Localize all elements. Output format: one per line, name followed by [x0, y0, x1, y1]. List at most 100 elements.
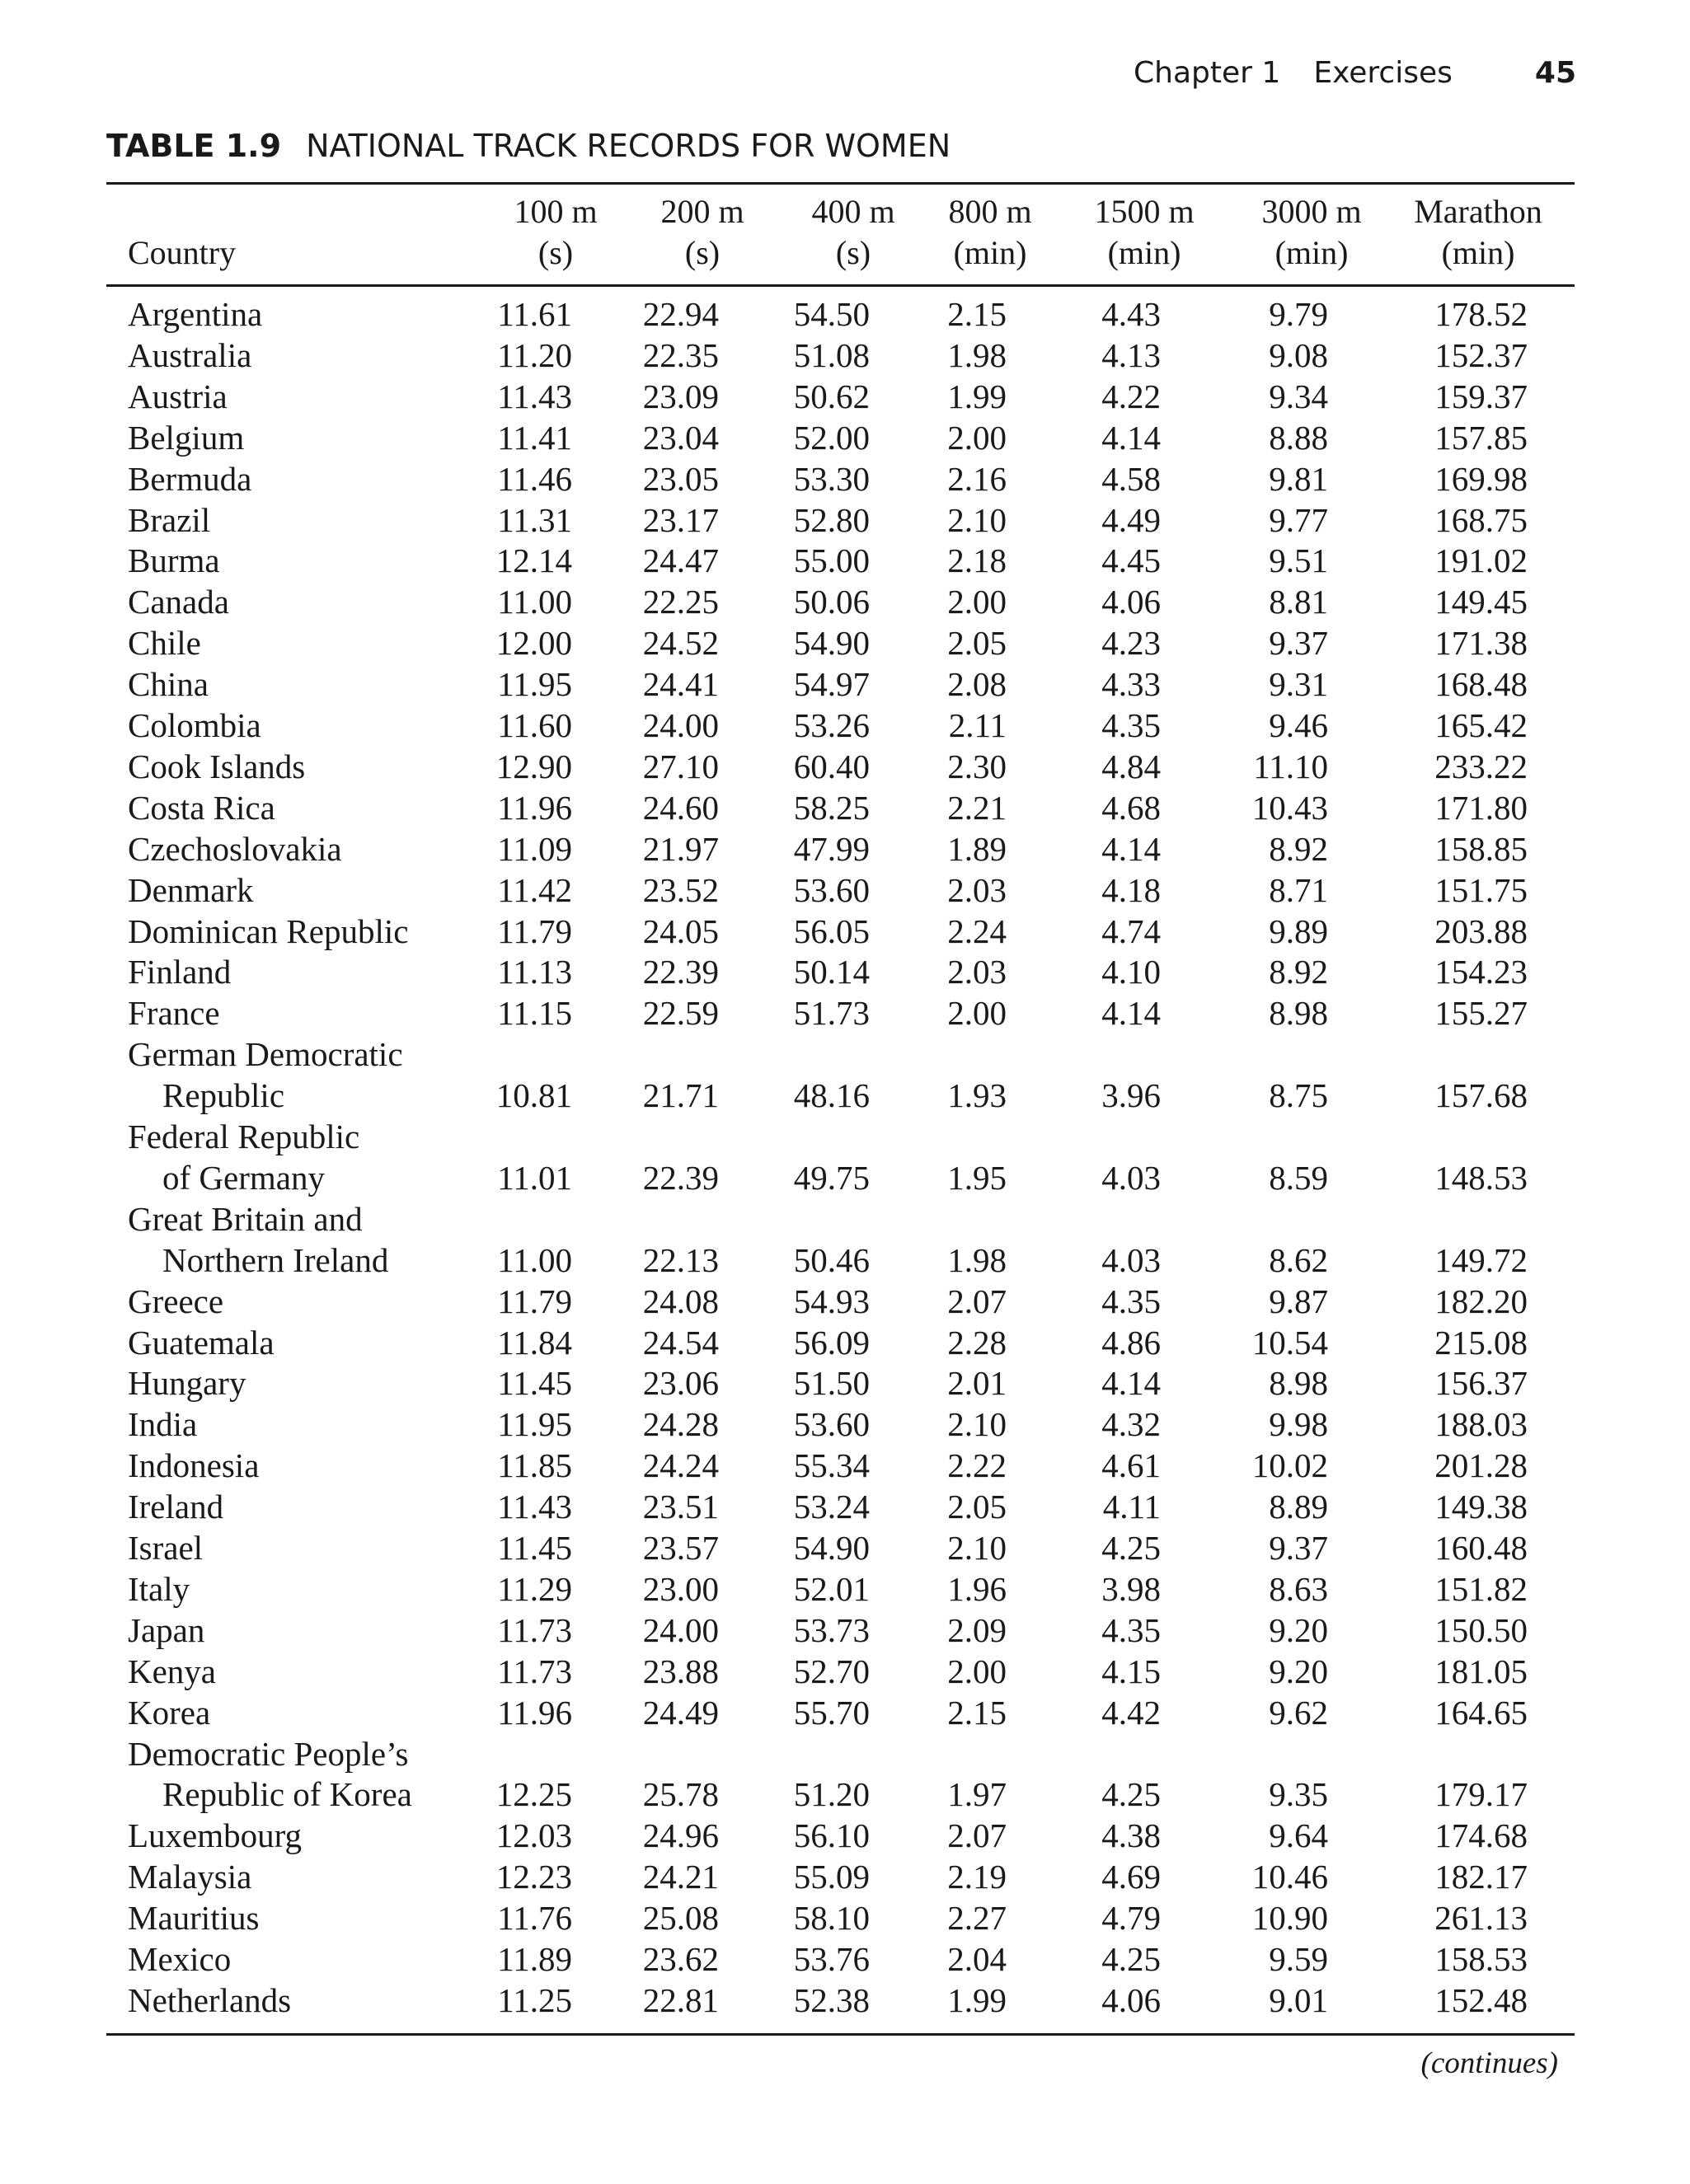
- column-header-line1: 200 m: [660, 193, 744, 230]
- cell-value: 178.52: [1434, 295, 1528, 333]
- country-name: Democratic People’s: [128, 1734, 409, 1773]
- cell-value: 8.98: [1269, 994, 1328, 1033]
- table-row: Australia 11.20 22.35 51.08 1.98 4.13 9.08 152.…: [0, 335, 1690, 376]
- column-header-line1: 1500 m: [1094, 193, 1195, 230]
- cell-value: 2.10: [947, 500, 1007, 539]
- column-header-line1: 3000 m: [1261, 193, 1362, 230]
- country-name: German Democratic: [128, 1035, 403, 1074]
- cell-value: 24.24: [642, 1446, 719, 1485]
- cell-value: 182.17: [1434, 1858, 1528, 1896]
- cell-value: 11.60: [497, 706, 572, 744]
- cell-value: 23.62: [642, 1940, 719, 1978]
- cell-value: 152.48: [1434, 1980, 1528, 2019]
- cell-value: 156.37: [1434, 1364, 1528, 1403]
- cell-value: 22.94: [642, 295, 719, 333]
- cell-value: 188.03: [1434, 1405, 1528, 1444]
- cell-value: 171.80: [1434, 788, 1528, 827]
- chapter-label: Chapter 1: [1134, 56, 1281, 90]
- cell-value: 8.75: [1269, 1076, 1328, 1115]
- column-header-line2: (s): [835, 234, 871, 271]
- country-name: Czechoslovakia: [128, 829, 342, 868]
- cell-value: 24.49: [642, 1693, 719, 1732]
- cell-value: 12.03: [495, 1816, 572, 1855]
- cell-value: 3.98: [1101, 1569, 1161, 1608]
- cell-value: 9.34: [1269, 377, 1328, 415]
- bottom-rule: [106, 2033, 1575, 2036]
- cell-value: 2.15: [947, 1693, 1007, 1732]
- cell-value: 4.03: [1101, 1240, 1161, 1279]
- country-name: Greece: [128, 1282, 224, 1320]
- cell-value: 56.09: [793, 1323, 870, 1361]
- cell-value: 51.50: [793, 1364, 870, 1403]
- cell-value: 4.86: [1101, 1323, 1161, 1361]
- cell-value: 22.39: [642, 953, 719, 991]
- cell-value: 10.81: [495, 1076, 572, 1115]
- cell-value: 11.29: [497, 1569, 572, 1608]
- cell-value: 10.43: [1251, 788, 1328, 827]
- header-rule: [106, 284, 1575, 287]
- cell-value: 164.65: [1434, 1693, 1528, 1732]
- cell-value: 54.97: [793, 665, 870, 704]
- table-row: Costa Rica 11.96 24.60 58.25 2.21 4.68 10.43 17…: [0, 787, 1690, 828]
- cell-value: 1.97: [947, 1775, 1007, 1814]
- cell-value: 8.89: [1269, 1488, 1328, 1526]
- cell-value: 9.62: [1269, 1693, 1328, 1732]
- cell-value: 52.38: [793, 1980, 870, 2019]
- cell-value: 23.51: [642, 1488, 719, 1526]
- cell-value: 9.89: [1269, 912, 1328, 950]
- continues-note: (continues): [1420, 2046, 1558, 2080]
- cell-value: 25.78: [642, 1775, 719, 1814]
- cell-value: 50.46: [793, 1240, 870, 1279]
- cell-value: 158.53: [1434, 1940, 1528, 1978]
- cell-value: 11.45: [497, 1364, 572, 1403]
- cell-value: 2.08: [947, 665, 1007, 704]
- cell-value: 52.70: [793, 1652, 870, 1690]
- cell-value: 2.18: [947, 541, 1007, 580]
- cell-value: 2.11: [948, 706, 1007, 744]
- cell-value: 11.25: [497, 1980, 572, 2019]
- cell-value: 10.46: [1251, 1858, 1328, 1896]
- column-header-line1: 100 m: [514, 193, 598, 230]
- country-name: Burma: [128, 541, 220, 580]
- cell-value: 24.00: [642, 1610, 719, 1649]
- table-row: Italy 11.29 23.00 52.01 1.96 3.98 8.63 151.82: [0, 1568, 1690, 1610]
- table-row: Northern Ireland 11.00 22.13 50.46 1.98 4.03 8…: [0, 1240, 1690, 1281]
- table-label: TABLE 1.9: [106, 128, 282, 164]
- cell-value: 11.84: [497, 1323, 572, 1361]
- cell-value: 4.32: [1101, 1405, 1161, 1444]
- cell-value: 52.00: [793, 418, 870, 457]
- cell-value: 11.31: [497, 500, 572, 539]
- cell-value: 11.95: [497, 1405, 572, 1444]
- country-name: Austria: [128, 377, 228, 415]
- cell-value: 152.37: [1434, 335, 1528, 374]
- country-name: Argentina: [128, 295, 263, 333]
- table-row: Canada 11.00 22.25 50.06 2.00 4.06 8.81 149.45: [0, 581, 1690, 622]
- cell-value: 53.24: [793, 1488, 870, 1526]
- cell-value: 2.00: [947, 583, 1007, 621]
- cell-value: 2.22: [947, 1446, 1007, 1485]
- cell-value: 2.10: [947, 1405, 1007, 1444]
- cell-value: 9.46: [1269, 706, 1328, 744]
- cell-value: 8.98: [1269, 1364, 1328, 1403]
- cell-value: 2.19: [947, 1858, 1007, 1896]
- country-name: Hungary: [128, 1364, 246, 1403]
- cell-value: 8.63: [1269, 1569, 1328, 1608]
- country-name: Federal Republic: [128, 1118, 360, 1155]
- column-header-country: Country: [128, 234, 237, 271]
- column-header-line1: 400 m: [811, 193, 895, 230]
- cell-value: 53.76: [793, 1940, 870, 1978]
- table-row-continuation: German Democratic: [0, 1033, 1690, 1075]
- cell-value: 21.71: [642, 1076, 719, 1115]
- table-row: Netherlands 11.25 22.81 52.38 1.99 4.06 9.01 15…: [0, 1980, 1690, 2021]
- cell-value: 24.96: [642, 1816, 719, 1855]
- table-row: China 11.95 24.41 54.97 2.08 4.33 9.31 168.48: [0, 663, 1690, 705]
- cell-value: 2.15: [947, 295, 1007, 333]
- cell-value: 53.73: [793, 1610, 870, 1649]
- cell-value: 4.03: [1101, 1158, 1161, 1197]
- table-row: Belgium 11.41 23.04 52.00 2.00 4.14 8.88 157.85: [0, 417, 1690, 458]
- cell-value: 2.28: [947, 1323, 1007, 1361]
- cell-value: 2.00: [947, 994, 1007, 1033]
- cell-value: 11.13: [497, 953, 572, 991]
- country-name: Cook Islands: [128, 747, 306, 785]
- country-name: China: [128, 665, 209, 704]
